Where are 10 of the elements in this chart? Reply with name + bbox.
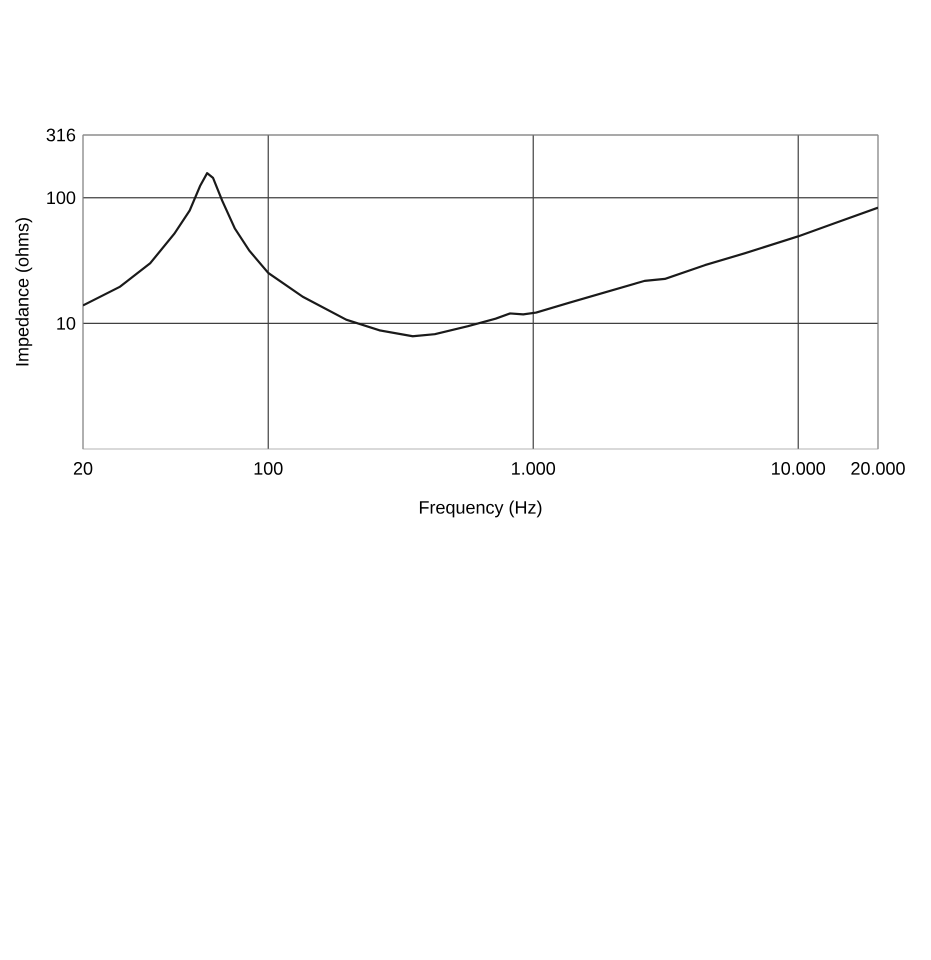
x-tick-label: 1.000 [512, 462, 556, 475]
x-axis-title: Frequency (Hz) [420, 500, 542, 518]
y-tick-label: 10 [57, 317, 76, 330]
x-tick-label: 20.000 [851, 462, 905, 475]
y-tick-label: 316 [46, 128, 76, 142]
x-tick-label: 10.000 [772, 462, 826, 475]
x-tick-label: 100 [254, 462, 283, 475]
y-axis-title: Impedance (ohms) [15, 218, 32, 366]
y-tick-label: 100 [47, 191, 76, 204]
x-tick-label: 20 [74, 462, 92, 475]
